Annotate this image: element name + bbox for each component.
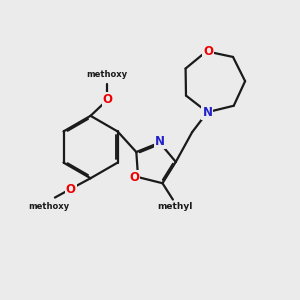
Text: methoxy: methoxy	[86, 70, 128, 79]
Text: O: O	[103, 93, 112, 106]
Text: methyl: methyl	[157, 202, 193, 211]
Text: O: O	[203, 45, 213, 58]
Text: O: O	[66, 183, 76, 196]
Text: O: O	[130, 171, 140, 184]
Text: N: N	[202, 106, 212, 119]
Text: methoxy: methoxy	[28, 202, 70, 211]
Text: N: N	[155, 135, 165, 148]
